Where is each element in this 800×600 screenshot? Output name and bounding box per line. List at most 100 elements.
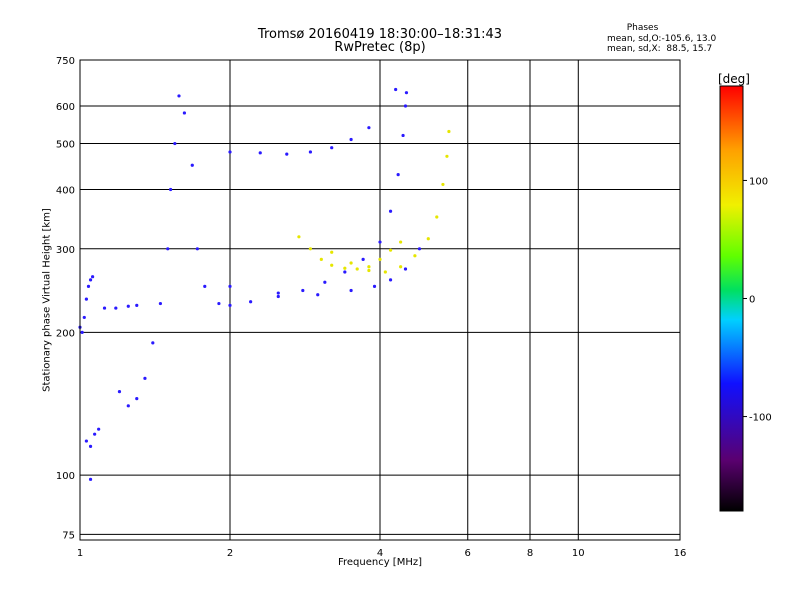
data-point <box>388 278 393 282</box>
axis-ticks: 1 2 4 6 8 10 16 75 100 200 300 400 500 600 750 <box>56 56 686 559</box>
data-point <box>91 275 95 279</box>
data-point <box>88 278 93 282</box>
grid <box>80 59 680 540</box>
x-tick-label: 10 <box>572 548 585 559</box>
data-point <box>403 104 408 108</box>
data-point <box>435 215 439 219</box>
data-point <box>228 303 232 307</box>
data-point <box>383 270 387 274</box>
x-tick-label: 6 <box>465 548 471 559</box>
plot-frame <box>79 59 681 541</box>
data-point <box>413 254 417 258</box>
x-tick-label: 8 <box>527 548 533 559</box>
data-point <box>367 268 371 273</box>
data-point <box>195 247 199 251</box>
data-point <box>88 477 93 481</box>
data-point <box>399 240 403 244</box>
x-tick-label: 16 <box>674 548 687 559</box>
data-point <box>319 257 323 261</box>
data-point <box>169 187 173 192</box>
data-point <box>190 163 194 167</box>
data-point <box>228 284 232 288</box>
data-point <box>228 150 232 154</box>
data-point <box>151 341 155 345</box>
chart-subtitle: RwPretec (8p) <box>334 40 426 55</box>
data-point <box>217 301 221 306</box>
data-point <box>285 152 289 156</box>
data-point <box>88 444 93 448</box>
data-point <box>367 126 371 130</box>
data-point <box>158 301 163 306</box>
data-point <box>203 284 207 288</box>
data-point <box>258 151 262 155</box>
data-point <box>403 267 408 271</box>
y-tick-label: 75 <box>62 530 75 541</box>
data-point <box>308 150 313 154</box>
data-point <box>330 263 334 267</box>
colorbar <box>719 85 744 512</box>
data-point <box>182 111 186 115</box>
x-tick-label: 1 <box>77 548 83 559</box>
y-tick-label: 100 <box>56 471 75 482</box>
phases-stat-x: mean, sd,X: 88.5, 15.7 <box>607 44 713 54</box>
data-point <box>86 284 91 288</box>
data-point <box>114 306 118 310</box>
data-point <box>135 396 139 401</box>
y-tick-label: 200 <box>56 328 75 339</box>
data-point <box>330 250 334 254</box>
data-point <box>355 267 359 271</box>
data-point <box>301 288 305 293</box>
data-point <box>378 240 382 244</box>
data-point <box>349 137 353 142</box>
data-point <box>343 270 347 274</box>
data-point <box>249 300 253 304</box>
data-point <box>388 209 393 213</box>
phases-heading: Phases <box>626 23 659 33</box>
data-point <box>80 330 84 334</box>
data-point <box>97 427 101 431</box>
data-point <box>349 261 353 265</box>
data-point <box>126 404 130 408</box>
data-point <box>441 182 445 187</box>
data-points <box>78 87 451 481</box>
data-point <box>388 248 393 252</box>
data-point <box>445 154 449 158</box>
colorbar-ticks: 100 0 -100 <box>743 176 772 424</box>
data-point <box>173 141 177 146</box>
y-tick-label: 500 <box>56 140 75 151</box>
chart-title: Tromsø 20160419 18:30:00–18:31:43 <box>257 27 503 42</box>
data-point <box>399 265 403 269</box>
data-point <box>426 237 430 241</box>
data-point <box>361 257 365 261</box>
data-point <box>117 390 122 394</box>
data-point <box>308 247 313 251</box>
data-point <box>401 133 405 138</box>
data-point <box>372 284 377 288</box>
data-point <box>404 91 409 95</box>
data-point <box>417 247 422 251</box>
y-tick-label: 600 <box>56 102 75 113</box>
y-tick-label: 400 <box>56 186 75 197</box>
data-point <box>396 173 400 177</box>
colorbar-tick-label: -100 <box>749 413 772 424</box>
data-point <box>135 303 139 307</box>
data-point <box>166 247 170 251</box>
data-point <box>84 439 88 443</box>
data-point <box>84 297 88 301</box>
data-point <box>143 376 147 380</box>
x-axis-label: Frequency [MHz] <box>337 557 423 568</box>
data-point <box>126 304 130 308</box>
data-point <box>378 257 382 261</box>
data-point <box>276 291 280 295</box>
y-tick-label: 750 <box>56 56 75 67</box>
x-tick-label: 4 <box>377 548 383 559</box>
data-point <box>297 235 301 239</box>
data-point <box>447 129 451 134</box>
x-tick-label: 2 <box>227 548 233 559</box>
colorbar-tick-label: 100 <box>749 176 768 187</box>
data-point <box>323 280 327 284</box>
data-point <box>102 306 107 310</box>
y-tick-label: 300 <box>56 245 75 256</box>
